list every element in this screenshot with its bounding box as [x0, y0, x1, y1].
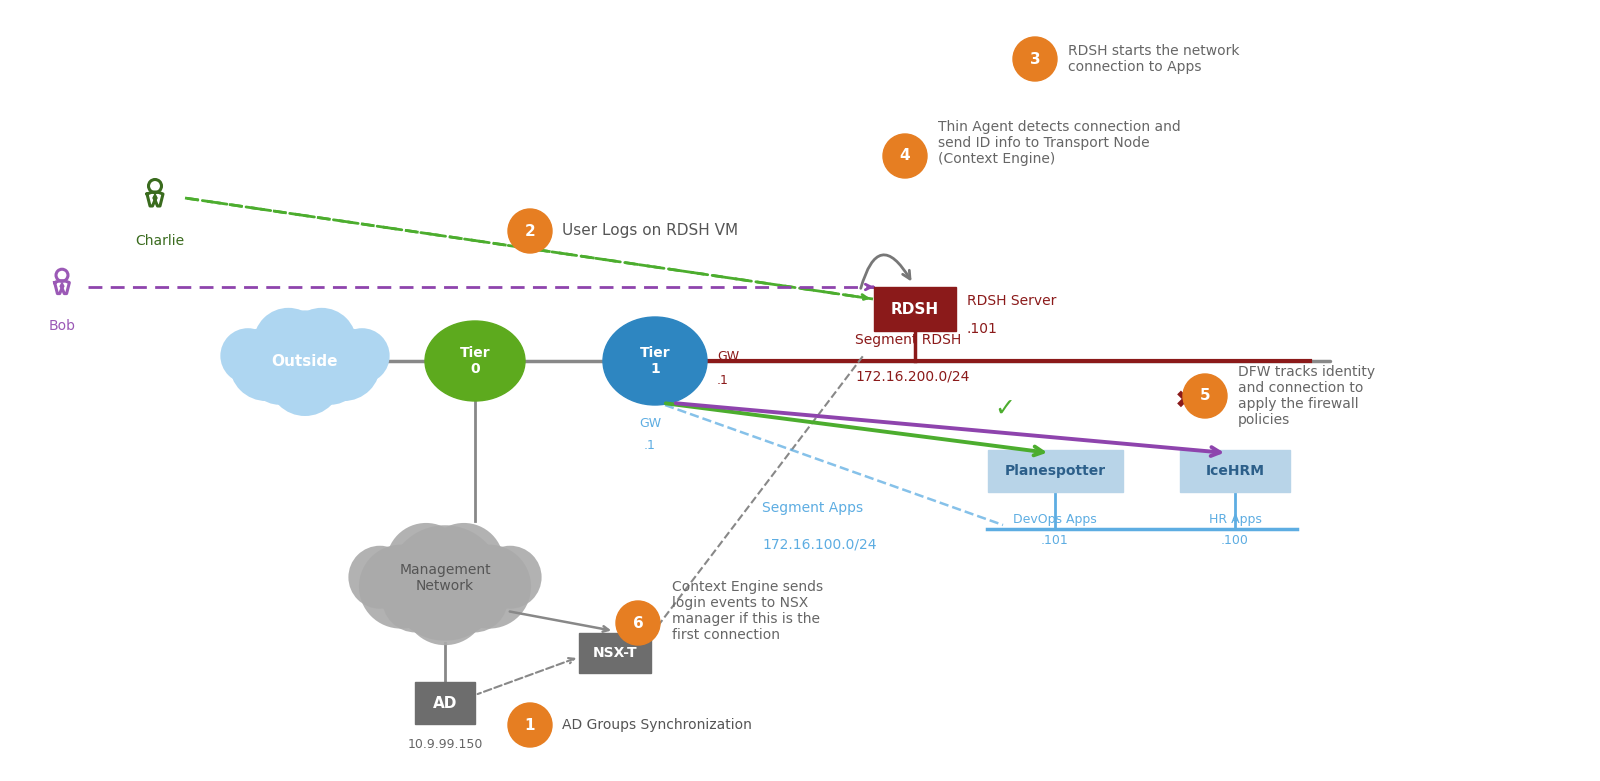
Text: User Logs on RDSH VM: User Logs on RDSH VM	[562, 223, 738, 238]
Circle shape	[478, 546, 541, 608]
Circle shape	[253, 308, 323, 378]
Text: AD: AD	[434, 696, 458, 711]
Text: DevOps Apps: DevOps Apps	[1013, 513, 1098, 526]
Text: .100: .100	[1221, 534, 1250, 547]
Text: RDSH starts the network
connection to Apps: RDSH starts the network connection to Ap…	[1069, 44, 1240, 74]
Circle shape	[509, 703, 552, 747]
Circle shape	[286, 308, 357, 378]
Ellipse shape	[603, 317, 707, 405]
Circle shape	[301, 346, 360, 405]
Circle shape	[254, 310, 355, 412]
Text: HR Apps: HR Apps	[1208, 513, 1261, 526]
Circle shape	[883, 134, 926, 178]
Circle shape	[349, 546, 411, 608]
Text: .101: .101	[1042, 534, 1069, 547]
Text: DFW tracks identity
and connection to
apply the firewall
policies: DFW tracks identity and connection to ap…	[1238, 365, 1374, 427]
Text: AD Groups Synchronization: AD Groups Synchronization	[562, 718, 752, 732]
FancyBboxPatch shape	[414, 682, 475, 724]
Ellipse shape	[426, 321, 525, 401]
Polygon shape	[154, 194, 157, 202]
Text: Tier
0: Tier 0	[459, 346, 490, 376]
Text: 1: 1	[525, 718, 536, 733]
Text: 5: 5	[1200, 388, 1210, 404]
Text: RDSH: RDSH	[891, 301, 939, 316]
Text: Context Engine sends
login events to NSX
manager if this is the
first connection: Context Engine sends login events to NSX…	[672, 580, 822, 642]
Text: ✖: ✖	[1174, 389, 1195, 413]
Circle shape	[382, 565, 450, 633]
Circle shape	[440, 565, 509, 633]
Circle shape	[1013, 37, 1058, 81]
Circle shape	[229, 327, 302, 401]
Circle shape	[424, 523, 504, 603]
Text: .1: .1	[717, 375, 730, 387]
Polygon shape	[61, 283, 64, 290]
Text: 4: 4	[899, 148, 910, 163]
Text: 172.16.200.0/24: 172.16.200.0/24	[854, 369, 970, 383]
FancyBboxPatch shape	[874, 287, 957, 331]
Text: 2: 2	[525, 223, 536, 238]
FancyArrowPatch shape	[861, 255, 910, 288]
FancyBboxPatch shape	[1181, 450, 1290, 492]
Text: 172.16.100.0/24: 172.16.100.0/24	[762, 537, 877, 551]
FancyBboxPatch shape	[579, 633, 651, 673]
Circle shape	[334, 328, 390, 383]
Text: 6: 6	[632, 615, 643, 630]
Text: Management
Network: Management Network	[398, 563, 491, 593]
Circle shape	[446, 544, 531, 629]
Text: Bob: Bob	[48, 319, 75, 333]
Text: Thin Agent detects connection and
send ID info to Transport Node
(Context Engine: Thin Agent detects connection and send I…	[938, 119, 1181, 166]
Circle shape	[387, 526, 502, 640]
Circle shape	[269, 342, 342, 416]
Circle shape	[616, 601, 661, 645]
Circle shape	[358, 544, 443, 629]
Text: Charlie: Charlie	[136, 234, 184, 248]
Text: GW: GW	[638, 417, 661, 430]
Text: ✓: ✓	[995, 397, 1016, 421]
Text: RDSH Server: RDSH Server	[966, 294, 1056, 308]
Circle shape	[386, 523, 466, 603]
Text: Segment Apps: Segment Apps	[762, 501, 862, 515]
Text: GW: GW	[717, 350, 739, 362]
Text: Tier
1: Tier 1	[640, 346, 670, 376]
Circle shape	[250, 346, 309, 405]
Text: 10.9.99.150: 10.9.99.150	[408, 738, 483, 751]
FancyBboxPatch shape	[987, 450, 1123, 492]
Text: 3: 3	[1030, 52, 1040, 66]
Circle shape	[221, 328, 275, 383]
Circle shape	[509, 209, 552, 253]
Text: Outside: Outside	[272, 354, 338, 369]
Circle shape	[403, 562, 486, 645]
Circle shape	[1182, 374, 1227, 418]
Text: .101: .101	[966, 322, 998, 336]
Text: NSX-T: NSX-T	[592, 646, 637, 660]
Text: Planespotter: Planespotter	[1005, 464, 1106, 478]
Text: IceHRM: IceHRM	[1205, 464, 1264, 478]
Circle shape	[307, 327, 381, 401]
Text: Segment RDSH: Segment RDSH	[854, 333, 962, 347]
Text: .1: .1	[645, 439, 656, 452]
